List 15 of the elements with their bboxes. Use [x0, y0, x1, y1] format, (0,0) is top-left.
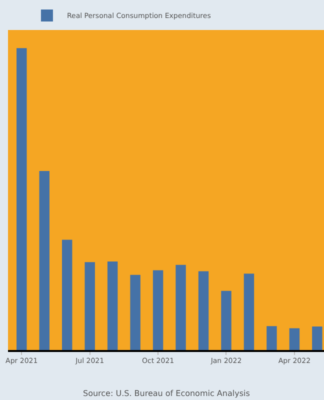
bar: [176, 264, 186, 350]
bar: [312, 326, 322, 350]
bar: [221, 290, 232, 350]
bar: [266, 326, 277, 350]
bar: [244, 274, 254, 350]
bar: [16, 48, 27, 350]
bar: [84, 262, 95, 350]
bar: [289, 328, 300, 350]
source-note: Source: U.S. Bureau of Economic Analysis: [83, 389, 250, 398]
bar: [130, 274, 140, 350]
bar: [107, 262, 118, 350]
bar: [198, 271, 209, 350]
bar: [152, 270, 164, 350]
bar: [62, 240, 72, 350]
bar: [39, 170, 50, 350]
